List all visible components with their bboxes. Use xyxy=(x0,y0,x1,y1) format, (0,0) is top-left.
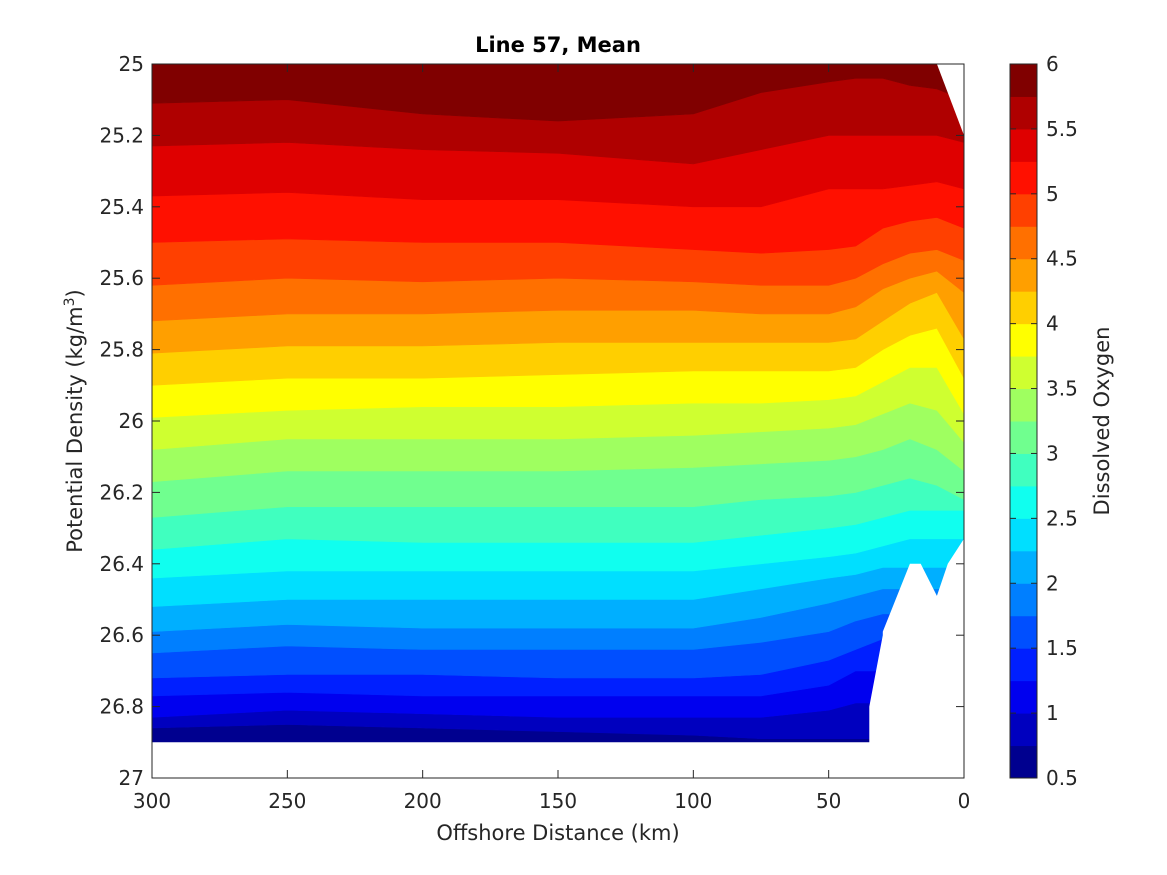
colorbar-segment-1.75 xyxy=(1010,583,1037,617)
x-axis: 300 250 200 150 100 50 0 xyxy=(133,64,970,813)
colorbar-segment-4.25 xyxy=(1010,258,1037,292)
colorbar-segment-4.5 xyxy=(1010,226,1037,260)
no-data-region-3 xyxy=(936,64,964,136)
colorbar-segment-2.75 xyxy=(1010,453,1037,487)
y-tick-label: 26.2 xyxy=(99,480,144,504)
x-tick-label: 300 xyxy=(133,789,171,813)
colorbar-segment-3.5 xyxy=(1010,356,1037,390)
y-axis-label-main: Potential Density (kg/m xyxy=(63,306,87,552)
y-tick-label: 25.2 xyxy=(99,123,144,147)
colorbar-tick-label: 6 xyxy=(1046,52,1059,76)
colorbar-segment-1.25 xyxy=(1010,648,1037,682)
x-tick-label: 0 xyxy=(958,789,971,813)
x-tick-label: 50 xyxy=(816,789,841,813)
colorbar-segment-5.75 xyxy=(1010,64,1037,97)
colorbar-segment-5.25 xyxy=(1010,128,1037,162)
colorbar-segment-5 xyxy=(1010,161,1037,195)
colorbar: 0.5 1 1.5 2 2.5 3 3.5 4 4.5 5 5.5 6 xyxy=(1009,52,1078,790)
colorbar-segment-1.5 xyxy=(1010,615,1037,649)
colorbar-tick-label: 0.5 xyxy=(1046,766,1078,790)
x-tick-label: 150 xyxy=(539,789,577,813)
colorbar-segment-2.25 xyxy=(1010,518,1037,552)
colorbar-segment-3 xyxy=(1010,421,1037,454)
y-tick-label: 26.4 xyxy=(99,552,144,576)
x-tick-label: 200 xyxy=(404,789,442,813)
y-tick-label: 25.8 xyxy=(99,338,144,362)
contour-band-5.75 xyxy=(152,64,964,122)
colorbar-segment-0.75 xyxy=(1010,713,1037,747)
contour-bands xyxy=(152,64,964,778)
colorbar-tick-label: 2 xyxy=(1046,571,1059,595)
colorbar-tick-label: 5.5 xyxy=(1046,117,1078,141)
colorbar-border xyxy=(1009,63,1038,779)
colorbar-tick-label: 1 xyxy=(1046,701,1059,725)
y-tick-label: 25.4 xyxy=(99,195,144,219)
colorbar-tick-label: 4.5 xyxy=(1046,247,1078,271)
colorbar-segment-2 xyxy=(1010,550,1037,584)
colorbar-tick-label: 3.5 xyxy=(1046,377,1078,401)
y-tick-label: 25 xyxy=(119,52,144,76)
y-tick-label: 27 xyxy=(119,766,144,790)
colorbar-segment-3.25 xyxy=(1010,388,1037,422)
x-tick-label: 100 xyxy=(674,789,712,813)
x-axis-label: Offshore Distance (km) xyxy=(436,821,679,845)
colorbar-tick-label: 4 xyxy=(1046,312,1059,336)
y-tick-label: 25.6 xyxy=(99,266,144,290)
y-axis-label-suffix: ) xyxy=(63,289,87,297)
chart-title: Line 57, Mean xyxy=(475,33,641,57)
colorbar-tick-label: 2.5 xyxy=(1046,506,1078,530)
y-axis-label: Potential Density (kg/m3) xyxy=(62,289,87,553)
colorbar-tick-label: 3 xyxy=(1046,441,1059,465)
colorbar-tick-label: 5 xyxy=(1046,182,1059,206)
colorbar-segment-3.75 xyxy=(1010,323,1037,357)
no-data-region-2 xyxy=(869,538,964,744)
y-tick-label: 26.6 xyxy=(99,623,144,647)
colorbar-segment-4 xyxy=(1010,291,1037,325)
colorbar-segment-0.5 xyxy=(1010,745,1037,779)
y-axis-label-superscript: 3 xyxy=(62,297,78,306)
colorbar-label: Dissolved Oxygen xyxy=(1090,327,1114,516)
no-data-region-1 xyxy=(152,742,964,778)
y-axis: 25 25.2 25.4 25.6 25.8 26 26.2 26.4 26.6 26.8 27 xyxy=(99,52,964,790)
colorbar-tick-label: 1.5 xyxy=(1046,636,1078,660)
colorbar-segment-5.5 xyxy=(1010,96,1037,130)
y-tick-label: 26 xyxy=(119,409,144,433)
colorbar-segment-4.75 xyxy=(1010,193,1037,227)
x-tick-label: 250 xyxy=(268,789,306,813)
colorbar-segment-2.5 xyxy=(1010,485,1037,519)
y-tick-label: 26.8 xyxy=(99,695,144,719)
colorbar-segment-1 xyxy=(1010,680,1037,714)
